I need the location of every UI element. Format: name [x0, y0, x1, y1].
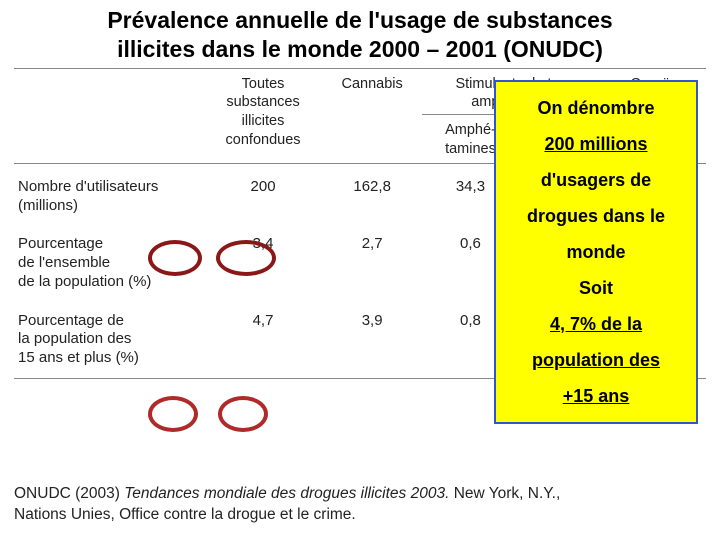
source-title: Tendances mondiale des drogues illicites…: [124, 485, 453, 502]
col-amphetamines: Amphé-tamines: [445, 122, 496, 157]
source-citation: ONUDC (2003) Tendances mondiale des drog…: [14, 484, 574, 526]
callout-line: Soit: [500, 270, 692, 306]
title-line-2: illicites dans le monde 2000 – 2001 (ONU…: [117, 36, 603, 62]
col-all-substances: Toutessubstancesillicitesconfondues: [226, 76, 301, 149]
cell: 3,4: [203, 225, 322, 301]
callout-line: monde: [500, 234, 692, 270]
title-line-1: Prévalence annuelle de l'usage de substa…: [107, 7, 612, 33]
cell: 200: [203, 163, 322, 225]
cell: 2,7: [323, 225, 422, 301]
highlight-circle: [148, 396, 198, 432]
source-prefix: ONUDC (2003): [14, 485, 124, 502]
callout-line: +15 ans: [500, 378, 692, 414]
slide-title: Prévalence annuelle de l'usage de substa…: [0, 0, 720, 68]
row-label-pct-all: Pourcentagede l'ensemblede la population…: [18, 235, 151, 290]
highlight-circle: [218, 396, 268, 432]
callout-line: 4, 7% de la: [500, 306, 692, 342]
cell: 4,7: [203, 302, 322, 379]
cell: 162,8: [323, 163, 422, 225]
col-cannabis: Cannabis: [342, 76, 403, 92]
row-label-users: Nombre d'utilisateurs(millions): [18, 178, 158, 214]
callout-line: On dénombre: [500, 90, 692, 126]
callout-line: population des: [500, 342, 692, 378]
callout-line: d'usagers de: [500, 162, 692, 198]
callout-line: drogues dans le: [500, 198, 692, 234]
callout-line: 200 millions: [500, 126, 692, 162]
row-label-pct-15plus: Pourcentage dela population des15 ans et…: [18, 312, 139, 367]
highlight-callout: On dénombre 200 millions d'usagers de dr…: [494, 80, 698, 424]
cell: 3,9: [323, 302, 422, 379]
